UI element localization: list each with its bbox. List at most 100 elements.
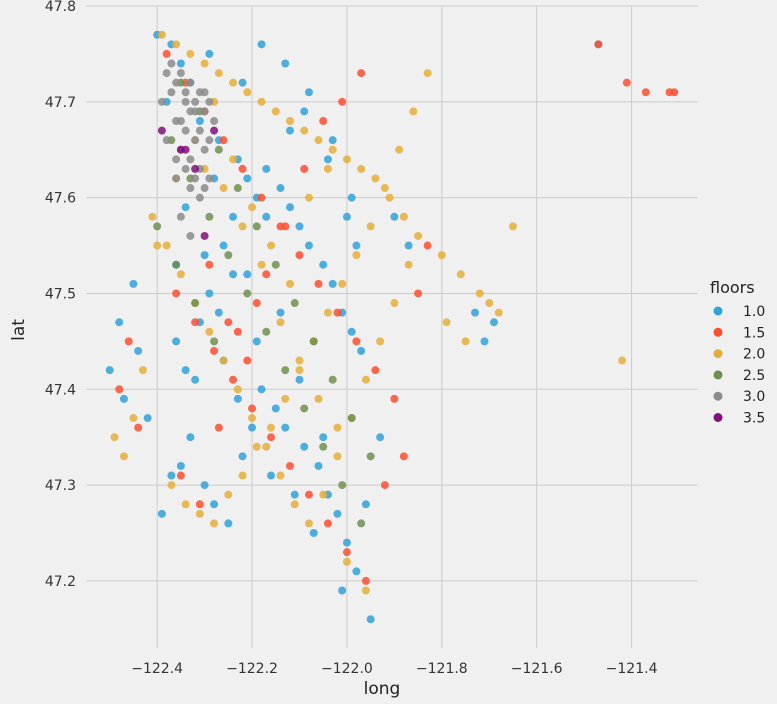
data-point-floors-2-5	[191, 299, 200, 308]
data-point-floors-1-5	[342, 548, 351, 557]
data-point-floors-2-0	[437, 251, 446, 260]
data-point-floors-3-0	[172, 78, 181, 87]
data-point-floors-2-5	[224, 251, 233, 260]
data-point-floors-1-0	[200, 251, 209, 260]
data-point-floors-2-0	[475, 289, 484, 298]
data-point-floors-3-0	[167, 88, 176, 97]
data-point-floors-2-0	[186, 49, 195, 58]
data-point-floors-2-0	[238, 222, 247, 231]
data-point-floors-1-5	[323, 519, 332, 528]
data-point-floors-1-5	[304, 490, 313, 499]
data-point-floors-1-5	[262, 270, 271, 279]
data-point-floors-2-5	[309, 337, 318, 346]
data-point-floors-1-0	[295, 375, 304, 384]
data-point-floors-2-5	[210, 337, 219, 346]
y-tick-label: 47.2	[45, 574, 76, 590]
data-point-floors-2-0	[219, 184, 228, 193]
data-point-floors-2-0	[214, 69, 223, 78]
data-point-floors-3-0	[181, 164, 190, 173]
data-point-floors-2-0	[205, 327, 214, 336]
data-point-floors-1-0	[304, 241, 313, 250]
y-tick-label: 47.7	[45, 95, 76, 111]
data-point-floors-2-5	[262, 327, 271, 336]
data-point-floors-1-0	[224, 519, 233, 528]
data-point-floors-3-0	[200, 88, 209, 97]
data-point-floors-1-0	[352, 567, 361, 576]
data-point-floors-2-0	[229, 155, 238, 164]
data-point-floors-2-0	[286, 116, 294, 125]
data-point-floors-2-0	[224, 490, 233, 499]
data-point-floors-3-0	[186, 231, 195, 240]
data-point-floors-2-5	[357, 519, 366, 528]
data-point-floors-3-0	[162, 69, 171, 78]
data-point-floors-2-0	[304, 519, 313, 528]
data-point-floors-1-5	[319, 116, 328, 125]
data-point-floors-1-0	[172, 337, 181, 346]
data-point-floors-3-0	[205, 136, 214, 145]
data-point-floors-1-5	[115, 385, 124, 394]
data-point-floors-1-0	[195, 116, 204, 125]
data-point-floors-2-0	[162, 241, 171, 250]
data-point-floors-1-5	[641, 88, 650, 97]
data-point-floors-2-5	[214, 145, 223, 154]
data-point-floors-3-5	[191, 164, 200, 173]
y-axis-label: lat	[9, 319, 29, 341]
data-point-floors-1-0	[143, 414, 152, 423]
x-tick-label: −121.6	[511, 661, 563, 677]
data-point-floors-1-0	[186, 433, 195, 442]
data-point-floors-1-5	[214, 423, 223, 432]
x-axis-label: long	[364, 679, 401, 699]
data-point-floors-2-0	[172, 40, 181, 49]
data-point-floors-2-0	[129, 414, 138, 423]
data-point-floors-1-0	[342, 538, 351, 547]
data-point-floors-1-0	[205, 289, 214, 298]
data-point-floors-1-5	[286, 461, 294, 470]
legend-marker	[713, 349, 723, 359]
data-point-floors-1-0	[176, 59, 185, 68]
data-point-floors-2-0	[262, 442, 271, 451]
data-point-floors-1-5	[172, 289, 181, 298]
data-point-floors-1-0	[119, 394, 128, 403]
data-point-floors-2-5	[153, 222, 162, 231]
x-tick-label: −121.4	[606, 661, 658, 677]
data-point-floors-1-5	[371, 366, 380, 375]
data-point-floors-2-0	[456, 270, 465, 279]
data-point-floors-2-0	[366, 222, 375, 231]
data-point-floors-2-5	[328, 375, 337, 384]
y-tick-label: 47.3	[45, 478, 76, 494]
data-point-floors-1-0	[252, 337, 261, 346]
data-point-floors-1-0	[319, 260, 328, 269]
x-tick-labels: −122.4 −122.2 −122.0 −121.8 −121.6 −121.4	[131, 661, 657, 677]
data-point-floors-1-5	[243, 356, 252, 365]
data-point-floors-3-0	[191, 174, 200, 183]
data-point-floors-2-0	[267, 423, 276, 432]
data-point-floors-1-0	[134, 346, 143, 355]
data-point-floors-3-0	[167, 59, 176, 68]
data-point-floors-1-0	[181, 366, 190, 375]
data-point-floors-2-0	[290, 500, 299, 509]
data-point-floors-1-0	[267, 471, 276, 480]
legend-label: 3.0	[743, 389, 765, 405]
data-point-floors-2-0	[286, 279, 294, 288]
data-point-floors-2-0	[243, 88, 252, 97]
data-point-floors-1-0	[205, 49, 214, 58]
data-point-floors-3-5	[157, 126, 166, 135]
data-point-floors-2-0	[380, 184, 389, 193]
data-point-floors-2-0	[423, 69, 432, 78]
data-point-floors-3-0	[172, 174, 181, 183]
data-point-floors-1-0	[328, 136, 337, 145]
data-point-floors-1-0	[319, 433, 328, 442]
data-point-floors-1-5	[124, 337, 133, 346]
data-point-floors-2-0	[271, 107, 280, 116]
data-point-floors-1-5	[229, 375, 238, 384]
data-point-floors-1-5	[390, 394, 399, 403]
data-point-floors-1-0	[290, 490, 299, 499]
data-point-floors-2-0	[323, 164, 332, 173]
data-point-floors-1-0	[347, 193, 356, 202]
data-point-floors-2-5	[347, 414, 356, 423]
data-point-floors-2-5	[243, 289, 252, 298]
data-point-floors-2-0	[494, 308, 503, 317]
data-point-floors-1-5	[414, 289, 423, 298]
data-point-floors-1-5	[248, 404, 257, 413]
data-point-floors-3-0	[200, 107, 209, 116]
